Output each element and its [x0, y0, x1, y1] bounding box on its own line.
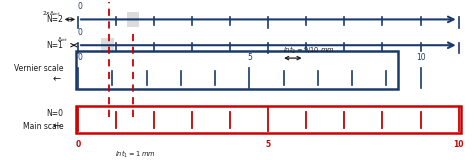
Text: Vernier scale: Vernier scale: [14, 64, 63, 73]
Text: 10: 10: [453, 140, 464, 149]
Bar: [76, 51, 398, 89]
Text: $Int_1=1\ mm$: $Int_1=1\ mm$: [115, 148, 155, 160]
Text: ←: ←: [53, 122, 61, 132]
Text: 5: 5: [266, 140, 271, 149]
Text: 10: 10: [416, 52, 425, 61]
Text: $Int_2= 9/10\ mm$: $Int_2= 9/10\ mm$: [283, 45, 335, 56]
Bar: [127, 12, 139, 27]
Text: N=1: N=1: [46, 41, 63, 50]
Text: Main scale: Main scale: [22, 122, 63, 131]
Text: ←: ←: [53, 74, 61, 84]
Text: 0: 0: [78, 52, 82, 61]
Text: 0: 0: [78, 2, 82, 11]
Text: N=2: N=2: [46, 15, 63, 24]
Bar: [76, 106, 461, 133]
Text: 0: 0: [78, 28, 82, 37]
Bar: [101, 38, 114, 53]
Text: 0: 0: [75, 140, 81, 149]
Text: N=0: N=0: [46, 109, 63, 118]
Text: $\Delta_{int}$: $\Delta_{int}$: [57, 35, 68, 44]
Text: 5: 5: [247, 52, 252, 61]
Text: $2x\Delta_{int}$: $2x\Delta_{int}$: [42, 9, 60, 18]
